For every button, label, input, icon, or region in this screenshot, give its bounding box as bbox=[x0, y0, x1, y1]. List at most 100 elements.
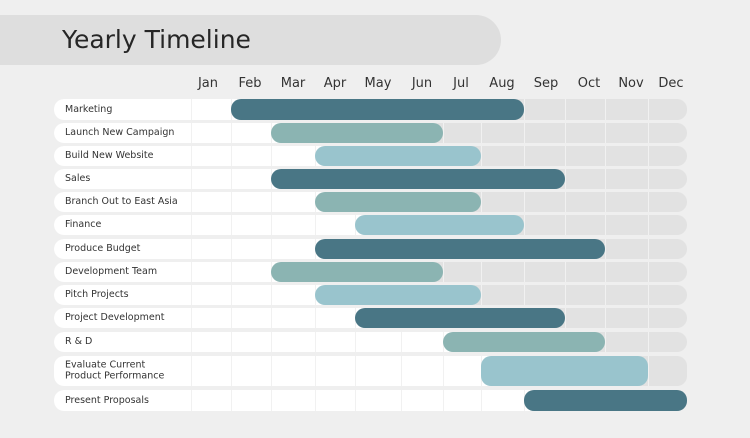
task-bar bbox=[524, 390, 687, 411]
month-gridline bbox=[355, 332, 356, 352]
month-gridline bbox=[605, 99, 606, 120]
timeline-row: Launch New Campaign bbox=[54, 123, 687, 143]
month-gridline bbox=[648, 332, 649, 352]
month-gridline bbox=[605, 332, 606, 352]
timeline-row: Development Team bbox=[54, 262, 687, 282]
task-bar bbox=[315, 285, 481, 305]
month-gridline bbox=[401, 356, 402, 386]
month-gridline bbox=[524, 285, 525, 305]
month-gridline bbox=[648, 239, 649, 259]
month-label-nov: Nov bbox=[618, 76, 644, 91]
month-gridline bbox=[191, 356, 192, 386]
month-gridline bbox=[231, 169, 232, 189]
task-label: Sales bbox=[65, 172, 91, 184]
month-gridline bbox=[605, 308, 606, 328]
month-label-sep: Sep bbox=[533, 76, 559, 91]
timeline-row: Present Proposals bbox=[54, 390, 687, 411]
task-bar bbox=[271, 262, 443, 282]
title-banner: Yearly Timeline bbox=[0, 15, 501, 65]
task-bar bbox=[315, 192, 481, 212]
month-gridline bbox=[271, 285, 272, 305]
month-gridline bbox=[605, 192, 606, 212]
month-label-apr: Apr bbox=[323, 76, 347, 91]
month-gridline bbox=[271, 146, 272, 166]
month-gridline bbox=[401, 332, 402, 352]
month-label-feb: Feb bbox=[238, 76, 262, 91]
month-gridline bbox=[565, 192, 566, 212]
month-gridline bbox=[524, 215, 525, 235]
task-label: Build New Website bbox=[65, 149, 154, 161]
month-gridline bbox=[481, 390, 482, 411]
month-gridline bbox=[315, 332, 316, 352]
month-gridline bbox=[605, 123, 606, 143]
month-gridline bbox=[524, 262, 525, 282]
month-gridline bbox=[481, 192, 482, 212]
month-gridline bbox=[191, 239, 192, 259]
month-gridline bbox=[648, 192, 649, 212]
task-label: Branch Out to East Asia bbox=[65, 195, 178, 207]
task-label: Evaluate Current Product Performance bbox=[65, 359, 165, 381]
month-gridline bbox=[605, 262, 606, 282]
month-gridline bbox=[191, 99, 192, 120]
month-gridline bbox=[191, 215, 192, 235]
month-gridline bbox=[565, 123, 566, 143]
month-label-mar: Mar bbox=[280, 76, 306, 91]
task-label: Finance bbox=[65, 218, 102, 230]
month-gridline bbox=[191, 169, 192, 189]
month-gridline bbox=[231, 215, 232, 235]
month-gridline bbox=[443, 390, 444, 411]
month-gridline bbox=[401, 390, 402, 411]
task-bar bbox=[481, 356, 648, 386]
task-label: Present Proposals bbox=[65, 394, 149, 406]
month-gridline bbox=[191, 192, 192, 212]
task-label: R & D bbox=[65, 335, 93, 347]
month-gridline bbox=[355, 390, 356, 411]
month-gridline bbox=[648, 262, 649, 282]
month-gridline bbox=[231, 239, 232, 259]
month-gridline bbox=[271, 215, 272, 235]
task-bar bbox=[443, 332, 605, 352]
task-bar bbox=[355, 308, 565, 328]
month-gridline bbox=[191, 308, 192, 328]
month-gridline bbox=[648, 356, 649, 386]
month-gridline bbox=[315, 356, 316, 386]
timeline-row: Build New Website bbox=[54, 146, 687, 166]
month-gridline bbox=[605, 146, 606, 166]
month-gridline bbox=[231, 262, 232, 282]
month-gridline bbox=[271, 239, 272, 259]
task-label: Development Team bbox=[65, 265, 158, 277]
task-label: Project Development bbox=[65, 311, 165, 323]
month-gridline bbox=[648, 146, 649, 166]
month-gridline bbox=[648, 123, 649, 143]
month-gridline bbox=[565, 285, 566, 305]
month-gridline bbox=[315, 308, 316, 328]
month-gridline bbox=[481, 285, 482, 305]
month-gridline bbox=[231, 332, 232, 352]
month-gridline bbox=[565, 215, 566, 235]
timeline-row: R & D bbox=[54, 332, 687, 352]
month-gridline bbox=[271, 332, 272, 352]
month-gridline bbox=[271, 192, 272, 212]
month-gridline bbox=[524, 146, 525, 166]
month-gridline bbox=[648, 99, 649, 120]
month-gridline bbox=[191, 285, 192, 305]
month-gridline bbox=[648, 169, 649, 189]
month-label-dec: Dec bbox=[658, 76, 684, 91]
month-gridline bbox=[231, 390, 232, 411]
month-gridline bbox=[271, 308, 272, 328]
month-gridline bbox=[231, 192, 232, 212]
month-gridline bbox=[315, 215, 316, 235]
month-gridline bbox=[565, 262, 566, 282]
month-gridline bbox=[648, 308, 649, 328]
row-track-passed bbox=[54, 390, 677, 411]
month-gridline bbox=[648, 215, 649, 235]
task-bar bbox=[271, 123, 443, 143]
month-gridline bbox=[481, 262, 482, 282]
timeline-row: Marketing bbox=[54, 99, 687, 120]
month-gridline bbox=[191, 146, 192, 166]
month-gridline bbox=[443, 356, 444, 386]
month-gridline bbox=[605, 239, 606, 259]
timeline-row: Sales bbox=[54, 169, 687, 189]
task-label: Pitch Projects bbox=[65, 288, 129, 300]
month-gridline bbox=[231, 123, 232, 143]
